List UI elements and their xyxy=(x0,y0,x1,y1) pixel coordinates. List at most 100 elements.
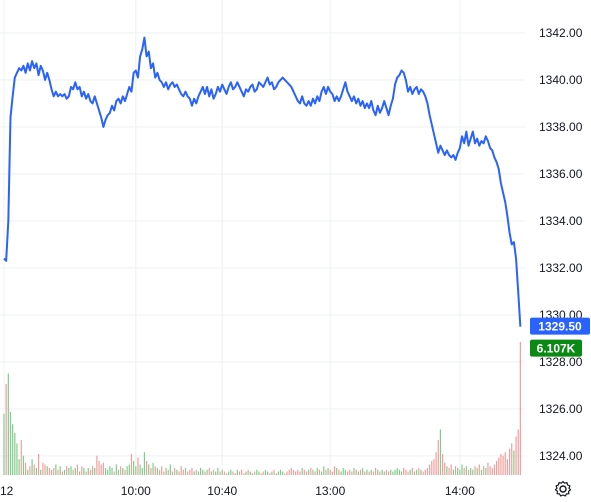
volume-bar xyxy=(217,468,219,475)
volume-bar xyxy=(305,471,308,475)
volume-bar xyxy=(452,469,454,475)
volume-bar xyxy=(180,466,182,475)
volume-bar xyxy=(381,469,383,475)
volume-bar xyxy=(219,471,221,475)
volume-bar xyxy=(400,471,403,475)
volume-bar xyxy=(189,469,191,475)
volume-bar xyxy=(156,468,158,475)
volume-bar xyxy=(182,469,184,475)
volume-bar xyxy=(420,469,422,475)
volume-bar xyxy=(506,459,508,475)
volume-bar xyxy=(351,471,353,475)
volume-bar xyxy=(467,469,470,475)
volume-bar xyxy=(200,468,202,475)
volume-bar xyxy=(258,471,260,475)
volume-bar xyxy=(383,471,385,475)
volume-bar xyxy=(148,464,150,475)
volume-bar xyxy=(206,469,208,475)
volume-bar xyxy=(210,471,213,475)
volume-bar xyxy=(340,471,342,475)
volume-bar xyxy=(68,468,70,475)
volume-bar xyxy=(333,466,336,475)
volume-bar xyxy=(204,471,206,475)
volume-bar xyxy=(349,469,351,475)
volume-bar xyxy=(461,464,463,475)
volume-bar xyxy=(174,468,176,475)
volume-bar xyxy=(424,469,426,475)
volume-bar xyxy=(137,457,139,475)
volume-bar xyxy=(446,466,448,475)
volume-bar xyxy=(33,464,35,475)
volume-bar xyxy=(342,468,344,475)
volume-bar xyxy=(266,471,269,475)
volume-bar xyxy=(493,464,496,475)
volume-bar xyxy=(133,461,135,475)
volume-bar xyxy=(450,464,452,475)
volume-bar xyxy=(353,468,355,475)
volume-bar xyxy=(439,429,442,475)
volume-bar xyxy=(515,436,517,475)
volume-bar xyxy=(197,471,200,475)
volume-bar xyxy=(42,462,44,475)
grid-lines xyxy=(0,0,525,470)
time-axis[interactable]: 12 10:00 10:40 13:00 14:00 xyxy=(0,484,475,498)
volume-bar xyxy=(202,469,204,475)
volume-bar xyxy=(141,468,143,475)
x-tick-label: 10:00 xyxy=(121,484,151,498)
volume-bar xyxy=(178,471,180,475)
volume-bar xyxy=(55,464,57,475)
volume-bar xyxy=(301,468,303,475)
volume-bar xyxy=(491,468,493,475)
volume-bar xyxy=(87,468,89,475)
volume-bar xyxy=(145,461,148,475)
volume-bar xyxy=(139,464,141,475)
volume-bar xyxy=(336,468,338,475)
volume-bar xyxy=(411,468,413,475)
volume-bar xyxy=(323,466,325,475)
volume-bar xyxy=(135,466,137,475)
price-line-series xyxy=(3,36,522,327)
volume-bar xyxy=(50,469,53,475)
volume-bar xyxy=(61,471,63,475)
volume-bar xyxy=(502,455,504,475)
volume-bar xyxy=(292,469,295,475)
volume-bar xyxy=(470,468,472,475)
volume-bar xyxy=(27,469,29,475)
volume-bar xyxy=(480,469,483,475)
volume-bar xyxy=(362,468,364,475)
y-tick-label: 1336.00 xyxy=(539,167,583,181)
volume-bar xyxy=(513,450,515,475)
volume-bar xyxy=(273,469,275,475)
volume-bar xyxy=(254,471,256,475)
volume-bar xyxy=(375,468,377,475)
volume-bar xyxy=(398,469,400,475)
volume-bars xyxy=(3,342,521,475)
volume-bar xyxy=(63,469,66,475)
volume-bar xyxy=(457,468,459,475)
volume-bar xyxy=(3,413,5,475)
volume-bar xyxy=(113,471,115,475)
volume-bar xyxy=(495,461,498,475)
volume-bar xyxy=(433,459,435,475)
volume-bar xyxy=(22,455,25,475)
volume-bar xyxy=(487,462,489,475)
x-tick-label: 14:00 xyxy=(445,484,475,498)
volume-bar xyxy=(392,471,394,475)
volume-bar xyxy=(377,469,379,475)
volume-bar xyxy=(277,471,279,475)
volume-bar xyxy=(130,454,133,475)
volume-bar xyxy=(310,468,312,475)
price-axis[interactable]: 1324.001326.001328.001330.001332.001334.… xyxy=(539,26,583,463)
volume-bar xyxy=(98,461,100,475)
volume-bar xyxy=(409,469,411,475)
volume-bar xyxy=(230,469,232,475)
volume-bar xyxy=(31,459,33,475)
volume-bar xyxy=(355,469,357,475)
volume-bar xyxy=(372,471,375,475)
volume-bar xyxy=(120,466,122,475)
volume-bar xyxy=(282,471,284,475)
volume-bar xyxy=(370,469,372,475)
volume-bar xyxy=(176,469,178,475)
gear-icon[interactable] xyxy=(554,480,572,498)
